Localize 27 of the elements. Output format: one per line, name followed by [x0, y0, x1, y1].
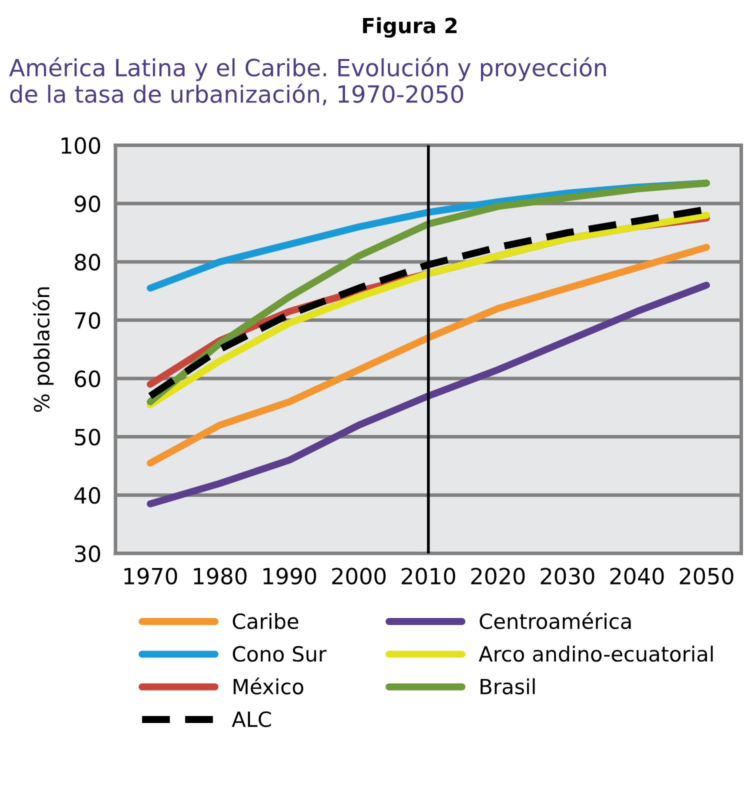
chart-title: Figura 2 — [363, 17, 457, 38]
legend-label: Cono Sur — [232, 646, 327, 662]
x-tick-label: 1980 — [194, 568, 247, 585]
chart-subtitle: América Latina y el Caribe. Evolución y proyección de la tasa de urbanización, 1970-2050 — [9, 57, 606, 106]
y-tick-label: 80 — [74, 254, 100, 271]
x-tick-label: 1990 — [263, 568, 316, 585]
x-tick-label: 2000 — [332, 568, 386, 585]
legend-label: Brasil — [480, 678, 535, 694]
legend-label: México — [234, 677, 304, 694]
x-tick-label: 2010 — [402, 568, 456, 585]
y-tick-label: 70 — [75, 312, 100, 329]
x-tick-label: 2040 — [610, 568, 664, 585]
y-tick-label: 40 — [74, 487, 100, 504]
x-tick-label: 2020 — [471, 568, 525, 585]
y-tick-label: 100 — [62, 137, 100, 154]
y-tick-label: 90 — [74, 195, 100, 212]
x-tick-label: 2050 — [680, 568, 734, 585]
x-tick-label: 2030 — [540, 568, 594, 585]
y-axis-title: % población — [32, 287, 54, 412]
legend-label: ALC — [232, 711, 271, 728]
legend-label: Caribe — [232, 612, 298, 630]
y-tick-label: 30 — [75, 545, 100, 562]
y-tick-label: 50 — [75, 428, 100, 446]
y-tick-label: 60 — [74, 370, 100, 388]
legend-label: Centroamérica — [480, 612, 631, 630]
legend-label: Arco andino-ecuatorial — [478, 646, 713, 662]
x-tick-label: 1970 — [124, 568, 178, 585]
